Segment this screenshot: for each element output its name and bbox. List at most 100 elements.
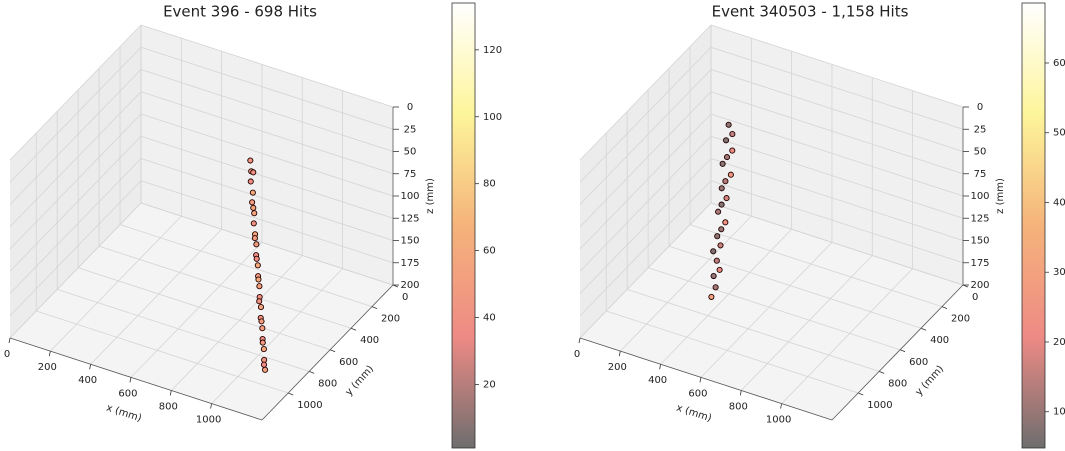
y-axis: [261, 284, 394, 421]
tick-mark: [858, 392, 864, 396]
hit: [254, 262, 261, 269]
grid-line: [579, 24, 712, 161]
grid-line: [781, 268, 913, 404]
grid-line: [9, 135, 142, 272]
y-tick-label: 600: [339, 357, 358, 368]
grid-line: [9, 69, 142, 205]
grid-line: [140, 113, 394, 197]
grid-line: [660, 228, 792, 365]
panel: 0200400600800100002004006008001000025507…: [574, 3, 1065, 449]
y-tick-label: 400: [360, 335, 379, 346]
tick-mark: [941, 306, 948, 309]
colorbar-tick-label: 500: [1053, 128, 1065, 139]
z-tick-label: 175: [970, 258, 989, 269]
hit: [725, 121, 732, 128]
tick-mark: [879, 371, 885, 374]
grid-line: [140, 158, 394, 241]
colorbar-tick-label: 20: [483, 379, 496, 390]
grid-line: [140, 46, 394, 130]
hit: [723, 195, 730, 202]
tick-mark: [210, 403, 212, 409]
grid-line: [170, 255, 303, 391]
grid-line: [98, 245, 352, 329]
y-tick-label: 600: [909, 357, 928, 368]
colorbar-tick-label: 120: [483, 45, 502, 56]
z-tick-label: 50: [404, 147, 417, 158]
grid-line: [668, 245, 922, 329]
y-tick-label: 0: [972, 292, 978, 303]
tick-mark: [659, 364, 662, 370]
hit: [719, 160, 726, 167]
hit: [251, 210, 258, 217]
tick-mark: [8, 337, 11, 344]
grid-line: [740, 255, 873, 391]
y-tick-label: 800: [888, 378, 907, 389]
tick-mark: [329, 349, 336, 353]
hit: [708, 293, 715, 300]
y-axis-label: y (mm): [344, 364, 377, 398]
z-tick-label: 150: [970, 236, 989, 247]
grid-line: [9, 24, 142, 161]
grid-line: [710, 69, 964, 152]
hit: [723, 137, 730, 144]
y-tick-label: 1000: [297, 400, 322, 411]
grid-line: [579, 69, 712, 205]
y-tick-label: 200: [381, 314, 400, 325]
z-tick-label: 100: [400, 191, 419, 202]
grid-line: [710, 91, 964, 175]
grid-line: [77, 267, 331, 351]
z-tick-label: 175: [400, 258, 419, 269]
z-axis-label: z (mm): [425, 178, 436, 214]
hit: [722, 178, 729, 185]
grid-line: [119, 224, 373, 307]
grid-line: [579, 135, 712, 272]
x-axis-label: x (mm): [675, 403, 713, 425]
grid-line: [579, 46, 712, 183]
grid-line: [579, 91, 712, 228]
grid-line: [710, 180, 964, 264]
hit: [722, 219, 729, 226]
z-tick-label: 0: [977, 102, 983, 113]
grid-line: [9, 91, 142, 228]
hit: [260, 361, 268, 368]
hit: [247, 178, 254, 185]
hit: [262, 366, 269, 373]
x-tick-label: 0: [574, 349, 580, 360]
grid-line: [9, 180, 142, 317]
grid-line: [620, 215, 752, 352]
x-tick-label: 400: [648, 375, 667, 386]
y-tick-label: 0: [402, 292, 408, 303]
x-tick-label: 200: [608, 362, 627, 373]
z-axis-label: z (mm): [995, 178, 1006, 214]
colorbar-tick-label: 80: [483, 179, 496, 190]
y-tick-label: 1000: [867, 400, 892, 411]
z-tick-label: 125: [970, 213, 989, 224]
hit: [713, 257, 720, 264]
grid-line: [9, 202, 142, 339]
grid-line: [9, 158, 142, 294]
hit: [257, 304, 265, 311]
colorbar-tick-label: 100: [483, 112, 502, 123]
floor-pane: [10, 203, 393, 420]
tick-mark: [899, 349, 906, 353]
colorbar: [451, 2, 476, 449]
grid-line: [579, 158, 712, 294]
tick-mark: [350, 327, 357, 331]
tick-mark: [89, 364, 92, 370]
grid-line: [689, 224, 943, 307]
hit: [717, 242, 724, 249]
hit: [718, 185, 725, 192]
tick-mark: [129, 377, 132, 383]
grid-line: [627, 289, 880, 372]
x-tick-label: 1000: [766, 415, 791, 426]
hit: [718, 201, 725, 208]
grid-line: [579, 180, 712, 317]
hit: [723, 154, 731, 161]
x-axis: [9, 337, 263, 421]
colorbar-tick-label: 300: [1053, 267, 1065, 278]
colorbar-tick-label: 100: [1053, 407, 1065, 418]
hit: [712, 284, 719, 291]
x-tick-label: 800: [159, 401, 178, 412]
floor-pane: [580, 203, 963, 420]
y-tick-label: 800: [318, 378, 337, 389]
